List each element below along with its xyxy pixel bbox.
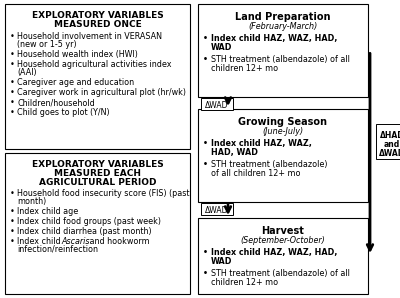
Text: month): month)	[17, 197, 46, 206]
Text: of all children 12+ mo: of all children 12+ mo	[211, 169, 300, 178]
Text: (new or 1-5 yr): (new or 1-5 yr)	[17, 40, 77, 49]
Text: (February-March): (February-March)	[248, 22, 318, 31]
Text: •: •	[10, 98, 15, 107]
Text: •: •	[10, 207, 15, 216]
Text: Index child: Index child	[17, 237, 63, 246]
Text: •: •	[10, 227, 15, 236]
Text: Index child diarrhea (past month): Index child diarrhea (past month)	[17, 227, 152, 236]
Text: ΔWAD: ΔWAD	[205, 206, 229, 215]
Text: •: •	[203, 34, 208, 43]
Text: •: •	[203, 160, 208, 169]
Text: Harvest: Harvest	[262, 226, 304, 236]
Bar	[376, 124, 400, 159]
Text: STH treatment (albendazole) of all: STH treatment (albendazole) of all	[211, 55, 350, 64]
Text: •: •	[10, 108, 15, 117]
Text: Index child food groups (past week): Index child food groups (past week)	[17, 217, 161, 226]
Text: AGRICULTURAL PERIOD: AGRICULTURAL PERIOD	[39, 178, 156, 187]
Text: •: •	[203, 248, 208, 257]
Text: •: •	[10, 78, 15, 87]
Text: HAD, WAD: HAD, WAD	[211, 148, 258, 157]
Text: ΔWAD: ΔWAD	[379, 149, 400, 158]
Text: •: •	[203, 269, 208, 278]
Text: MEASURED EACH: MEASURED EACH	[54, 169, 141, 178]
Text: WAD: WAD	[211, 43, 232, 52]
Text: Growing Season: Growing Season	[238, 117, 328, 127]
Text: ΔHAD: ΔHAD	[380, 131, 400, 140]
Text: EXPLORATORY VARIABLES: EXPLORATORY VARIABLES	[32, 11, 163, 20]
Text: and hookworm: and hookworm	[87, 237, 150, 246]
Text: Household agricultural activities index: Household agricultural activities index	[17, 60, 172, 69]
Text: •: •	[203, 139, 208, 148]
Text: Household involvement in VERASAN: Household involvement in VERASAN	[17, 32, 162, 41]
Text: STH treatment (albendazole) of all: STH treatment (albendazole) of all	[211, 269, 350, 278]
Text: •: •	[10, 88, 15, 97]
Text: infection/reinfection: infection/reinfection	[17, 245, 98, 254]
Text: Index child HAZ, WAZ, HAD,: Index child HAZ, WAZ, HAD,	[211, 34, 337, 43]
Text: •: •	[10, 237, 15, 246]
Text: •: •	[10, 50, 15, 59]
Text: Children/household: Children/household	[17, 98, 95, 107]
Text: •: •	[10, 217, 15, 226]
Bar	[198, 4, 368, 97]
Text: (September-October): (September-October)	[241, 236, 325, 245]
Bar	[198, 218, 368, 294]
Text: children 12+ mo: children 12+ mo	[211, 278, 278, 287]
Text: and: and	[384, 140, 400, 149]
Text: Household wealth index (HWI): Household wealth index (HWI)	[17, 50, 138, 59]
Bar	[198, 109, 368, 202]
Text: (AAI): (AAI)	[17, 68, 37, 77]
Text: MEASURED ONCE: MEASURED ONCE	[54, 20, 141, 29]
Text: •: •	[203, 55, 208, 64]
Bar	[5, 153, 190, 294]
Text: Child goes to plot (Y/N): Child goes to plot (Y/N)	[17, 108, 110, 117]
Text: Index child HAZ, WAZ,: Index child HAZ, WAZ,	[211, 139, 312, 148]
Text: •: •	[10, 60, 15, 69]
Text: Index child age: Index child age	[17, 207, 78, 216]
Text: WAD: WAD	[211, 257, 232, 266]
Text: Caregiver age and education: Caregiver age and education	[17, 78, 134, 87]
Text: children 12+ mo: children 12+ mo	[211, 64, 278, 73]
Text: Caregiver work in agricultural plot (hr/wk): Caregiver work in agricultural plot (hr/…	[17, 88, 186, 97]
Text: Household food insecurity score (FIS) (past: Household food insecurity score (FIS) (p…	[17, 189, 190, 198]
Text: STH treatment (albendazole): STH treatment (albendazole)	[211, 160, 328, 169]
Text: •: •	[10, 189, 15, 198]
Bar	[201, 203, 233, 215]
Text: Index child HAZ, WAZ, HAD,: Index child HAZ, WAZ, HAD,	[211, 248, 337, 257]
Text: ΔWAD: ΔWAD	[205, 101, 229, 110]
Text: •: •	[10, 32, 15, 41]
Text: (June-July): (June-July)	[262, 127, 304, 136]
Bar	[201, 98, 233, 110]
Text: Land Preparation: Land Preparation	[235, 12, 331, 22]
Text: EXPLORATORY VARIABLES: EXPLORATORY VARIABLES	[32, 160, 163, 169]
Bar	[5, 4, 190, 149]
Text: Ascaris: Ascaris	[61, 237, 90, 246]
